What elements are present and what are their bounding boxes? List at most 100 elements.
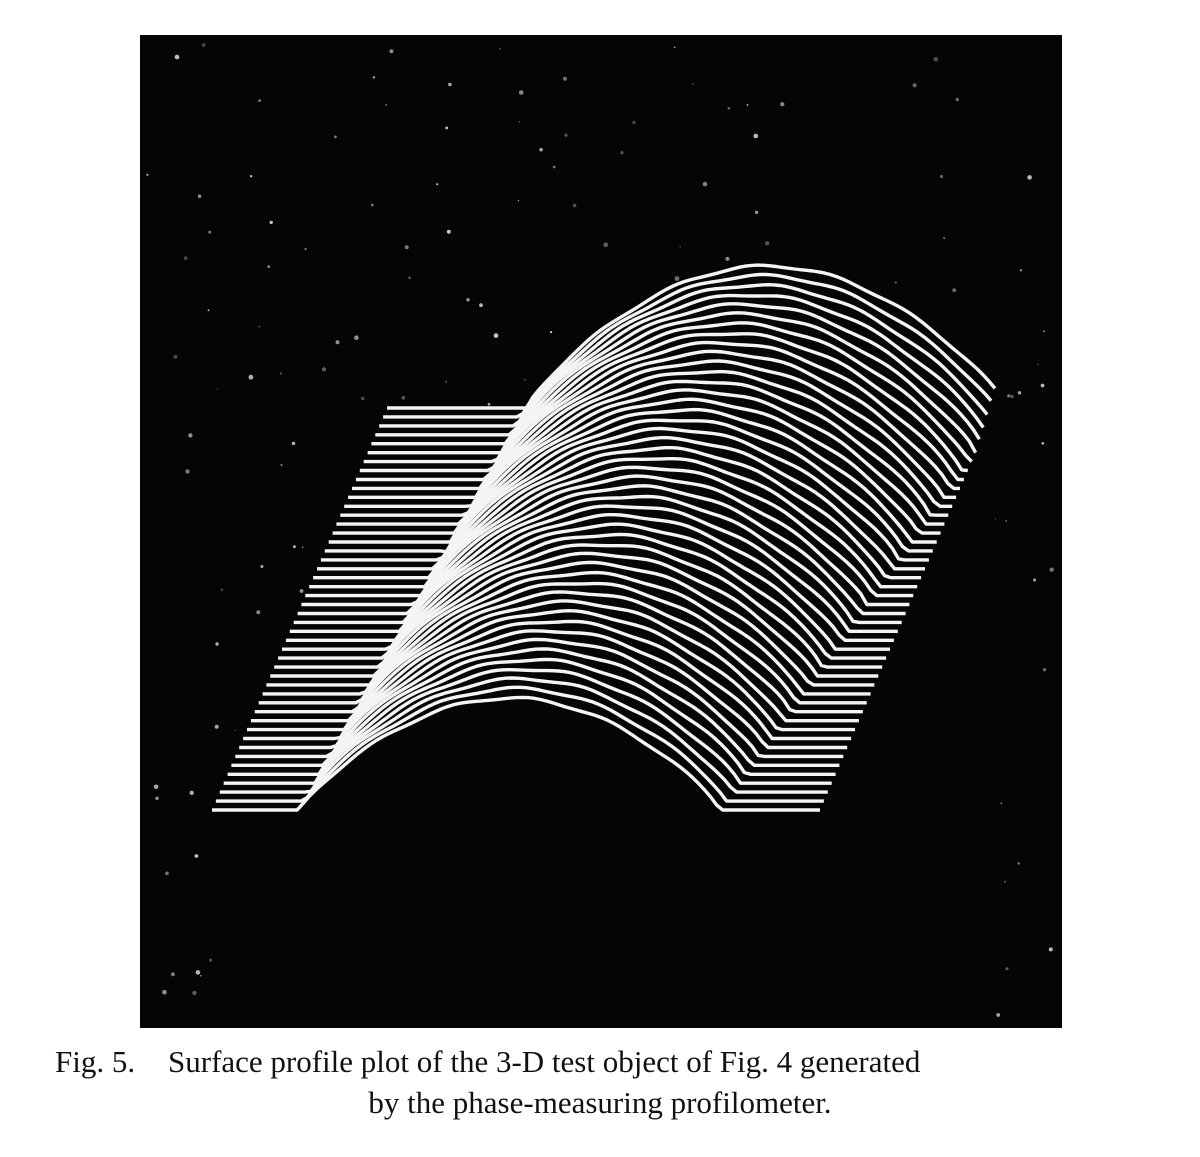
speckle	[1005, 967, 1009, 971]
profile-line	[301, 474, 910, 607]
profile-line	[324, 418, 933, 554]
speckle	[153, 784, 159, 790]
speckle	[389, 49, 394, 54]
speckle	[912, 83, 917, 88]
speckle	[679, 245, 681, 248]
speckle	[269, 220, 273, 225]
speckle	[564, 133, 568, 137]
speckle	[1017, 862, 1020, 865]
speckle	[1042, 330, 1045, 333]
profile-line	[320, 426, 929, 562]
speckle	[258, 325, 261, 328]
profile-line	[309, 457, 918, 589]
speckle	[155, 796, 159, 800]
speckle	[550, 331, 553, 334]
speckle	[479, 303, 483, 308]
speckle	[539, 148, 543, 152]
speckle	[372, 76, 376, 79]
profile-line	[215, 685, 824, 803]
profile-line	[254, 590, 863, 714]
speckle	[952, 288, 957, 293]
speckle	[304, 247, 307, 251]
speckle	[280, 464, 283, 466]
speckle	[256, 610, 261, 615]
profile-line	[352, 349, 960, 491]
profile-line	[239, 629, 848, 750]
speckle	[725, 256, 730, 261]
profile-line	[387, 263, 997, 410]
speckle	[291, 441, 296, 446]
profile-line	[212, 695, 820, 812]
speckle	[248, 374, 254, 380]
speckle	[220, 588, 224, 592]
profile-line	[379, 283, 989, 428]
speckle	[385, 104, 387, 106]
profile-line	[219, 676, 828, 794]
profile-line	[285, 513, 894, 642]
speckle	[632, 120, 636, 125]
speckle	[192, 990, 197, 996]
speckle	[552, 165, 556, 169]
hidden-line-mask	[212, 697, 820, 1020]
speckle	[692, 83, 694, 86]
profile-line	[258, 581, 867, 705]
speckle	[755, 210, 759, 214]
speckle	[939, 174, 944, 179]
speckle	[499, 48, 501, 50]
speckle	[436, 183, 439, 186]
speckle	[518, 90, 524, 95]
speckle	[445, 126, 449, 130]
speckle	[493, 333, 499, 338]
speckle	[249, 175, 253, 178]
profile-line	[266, 560, 875, 687]
profile-line	[262, 570, 871, 696]
profile-line	[278, 532, 887, 660]
speckle	[215, 642, 219, 646]
speckle	[894, 281, 897, 284]
speckle	[572, 203, 577, 208]
speckle	[727, 107, 730, 110]
speckle	[1033, 578, 1037, 582]
speckle	[1042, 668, 1047, 672]
speckle	[408, 276, 411, 279]
profile-line	[336, 388, 945, 526]
speckle	[267, 265, 271, 268]
speckle	[746, 104, 749, 106]
speckle	[518, 121, 521, 123]
speckle	[234, 729, 236, 732]
speckle	[448, 82, 452, 87]
speckle	[445, 380, 448, 383]
speckle	[562, 76, 567, 81]
profile-line	[332, 397, 941, 535]
speckle	[1037, 363, 1039, 366]
speckle	[195, 970, 201, 975]
profile-line	[297, 484, 906, 616]
profile-line	[371, 302, 981, 446]
speckle	[299, 589, 304, 593]
speckle	[334, 135, 337, 139]
profile-line	[270, 551, 879, 678]
speckle	[170, 972, 175, 977]
speckle	[996, 1013, 1001, 1017]
speckle	[620, 151, 624, 155]
speckle	[1019, 269, 1023, 272]
speckle	[524, 379, 526, 381]
speckle	[321, 367, 327, 372]
profile-line	[313, 446, 922, 580]
profile-line	[344, 369, 953, 508]
speckle	[194, 854, 199, 858]
speckle	[173, 354, 178, 359]
profile-line	[317, 435, 925, 571]
speckle	[1040, 383, 1045, 388]
speckle	[487, 402, 491, 406]
speckle	[185, 469, 190, 474]
speckle	[216, 388, 218, 390]
caption-line: Surface profile plot of the 3-D test obj…	[168, 1044, 921, 1079]
profile-line	[363, 321, 973, 464]
speckle	[200, 974, 202, 977]
speckle	[188, 433, 193, 438]
profile-line	[355, 340, 964, 482]
